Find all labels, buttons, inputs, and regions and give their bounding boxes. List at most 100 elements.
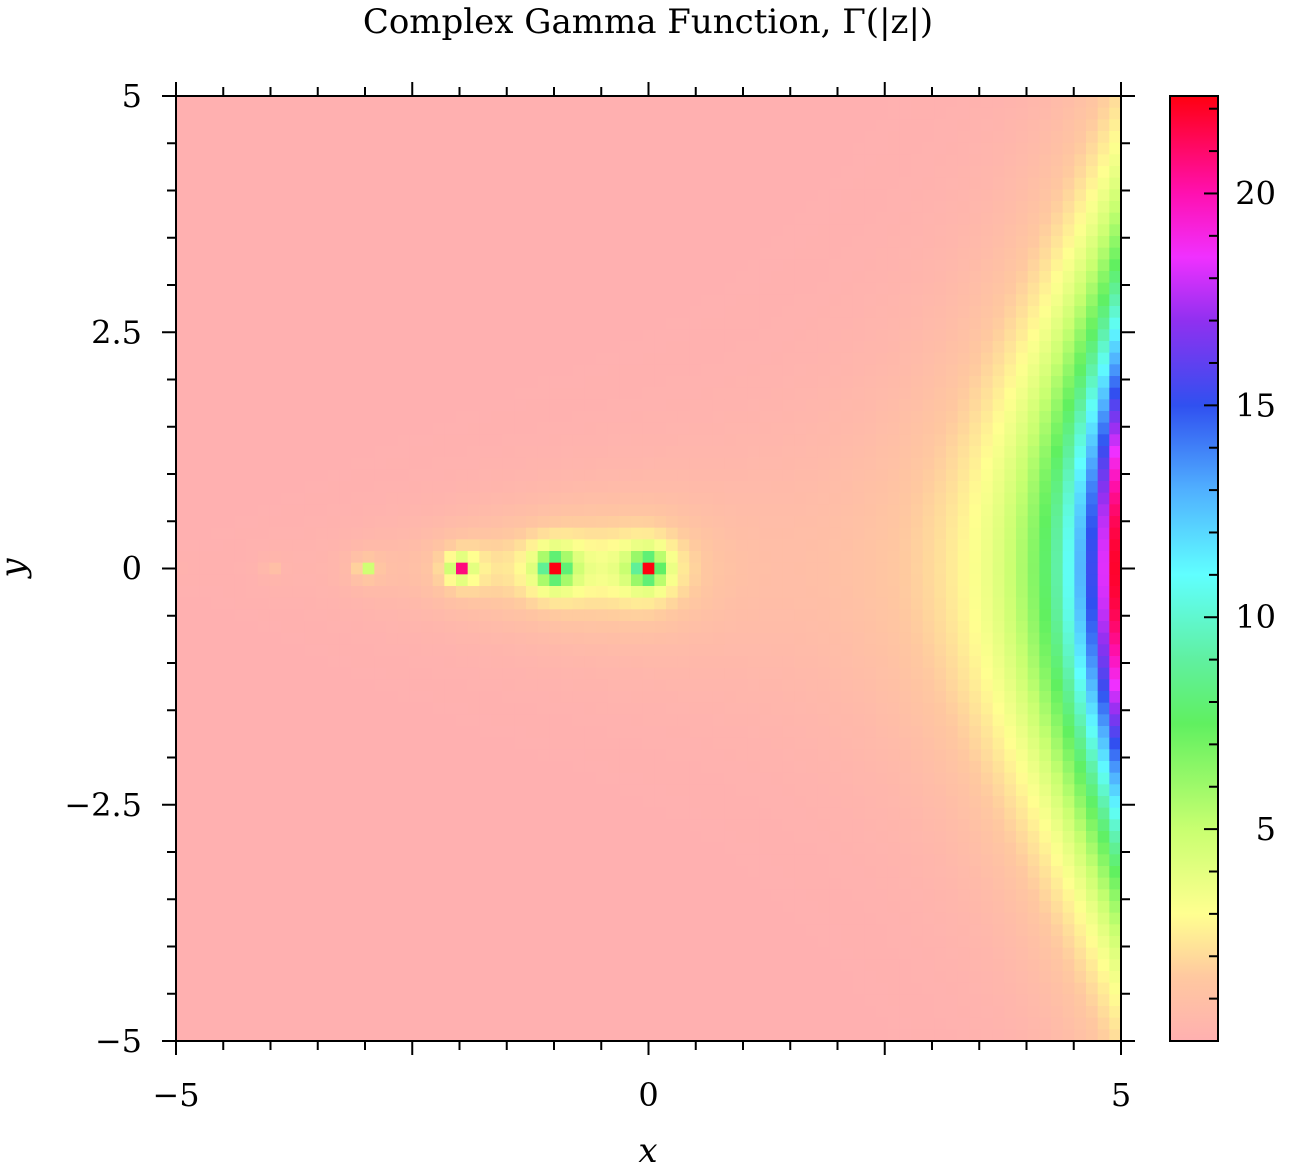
heatmap-cell <box>957 574 970 587</box>
heatmap-cell <box>362 469 375 482</box>
heatmap-cell <box>922 504 935 517</box>
heatmap-cell <box>701 796 714 809</box>
heatmap-cell <box>841 609 854 622</box>
heatmap-cell <box>852 399 865 412</box>
heatmap-cell <box>1027 119 1040 132</box>
heatmap-cell <box>806 551 819 564</box>
heatmap-cell <box>327 306 340 319</box>
heatmap-cell <box>339 212 352 225</box>
heatmap-cell <box>922 656 935 669</box>
heatmap-cell <box>234 457 247 470</box>
heatmap-cell <box>712 271 725 284</box>
heatmap-cell <box>806 457 819 470</box>
heatmap-cell <box>969 656 982 669</box>
heatmap-cell <box>421 422 434 435</box>
heatmap-cell <box>876 364 889 377</box>
heatmap-cell <box>841 212 854 225</box>
heatmap-cell <box>1109 201 1122 214</box>
heatmap-cell <box>876 387 889 400</box>
heatmap-cell <box>257 574 270 587</box>
heatmap-cell <box>257 446 270 459</box>
heatmap-cell <box>386 411 399 424</box>
heatmap-cell <box>386 784 399 797</box>
heatmap-cell <box>817 656 830 669</box>
heatmap-cell <box>666 761 679 774</box>
heatmap-cell <box>619 376 632 389</box>
heatmap-cell <box>467 481 480 494</box>
heatmap-cell <box>887 364 900 377</box>
heatmap-cell <box>829 574 842 587</box>
heatmap-cell <box>689 516 702 529</box>
heatmap-cell <box>946 131 959 144</box>
heatmap-cell <box>1004 586 1017 599</box>
heatmap-cell <box>806 749 819 762</box>
heatmap-cell <box>316 656 329 669</box>
heatmap-cell <box>841 702 854 715</box>
heatmap-cell <box>561 294 574 307</box>
heatmap-cell <box>736 434 749 447</box>
heatmap-cell <box>1004 726 1017 739</box>
heatmap-cell <box>841 236 854 249</box>
heatmap-cell <box>992 201 1005 214</box>
heatmap-cell <box>456 457 469 470</box>
heatmap-cell <box>957 621 970 634</box>
heatmap-cell <box>1027 189 1040 202</box>
heatmap-cell <box>981 434 994 447</box>
heatmap-cell <box>1097 224 1110 237</box>
heatmap-cell <box>292 667 305 680</box>
heatmap-cell <box>1039 411 1052 424</box>
heatmap-cell <box>607 329 620 342</box>
heatmap-cell <box>759 527 772 540</box>
heatmap-cell <box>759 644 772 657</box>
heatmap-cell <box>386 504 399 517</box>
heatmap-cell <box>327 644 340 657</box>
heatmap-cell <box>1109 504 1122 517</box>
heatmap-cell <box>782 492 795 505</box>
heatmap-cell <box>1027 294 1040 307</box>
heatmap-cell <box>619 387 632 400</box>
heatmap-cell <box>689 562 702 575</box>
heatmap-cell <box>269 364 282 377</box>
heatmap-cell <box>421 749 434 762</box>
heatmap-cell <box>491 317 504 330</box>
heatmap-cell <box>176 807 189 820</box>
heatmap-cell <box>1109 434 1122 447</box>
heatmap-cell <box>514 527 527 540</box>
heatmap-cell <box>1062 352 1075 365</box>
heatmap-cell <box>771 481 784 494</box>
heatmap-cell <box>946 142 959 155</box>
heatmap-cell <box>992 656 1005 669</box>
heatmap-cell <box>374 294 387 307</box>
heatmap-cell <box>386 621 399 634</box>
heatmap-cell <box>806 632 819 645</box>
heatmap-cell <box>1097 131 1110 144</box>
heatmap-cell <box>292 714 305 727</box>
heatmap-cell <box>596 737 609 750</box>
heatmap-cell <box>654 434 667 447</box>
heatmap-cell <box>957 772 970 785</box>
heatmap-cell <box>607 177 620 190</box>
heatmap-cell <box>1074 749 1087 762</box>
heatmap-cell <box>1051 154 1064 167</box>
heatmap-cell <box>969 142 982 155</box>
heatmap-cell <box>386 341 399 354</box>
heatmap-cell <box>654 632 667 645</box>
heatmap-cell <box>572 597 585 610</box>
heatmap-cell <box>981 749 994 762</box>
heatmap-cell <box>444 749 457 762</box>
heatmap-cell <box>257 749 270 762</box>
heatmap-cell <box>642 247 655 260</box>
heatmap-cell <box>969 761 982 774</box>
heatmap-cell <box>596 306 609 319</box>
heatmap-cell <box>747 551 760 564</box>
heatmap-cell <box>911 562 924 575</box>
heatmap-cell <box>176 387 189 400</box>
heatmap-cell <box>666 107 679 120</box>
heatmap-cell <box>211 411 224 424</box>
heatmap-cell <box>222 317 235 330</box>
heatmap-cell <box>911 574 924 587</box>
heatmap-cell <box>1086 142 1099 155</box>
heatmap-cell <box>1016 411 1029 424</box>
heatmap-cell <box>934 656 947 669</box>
heatmap-cell <box>1027 142 1040 155</box>
